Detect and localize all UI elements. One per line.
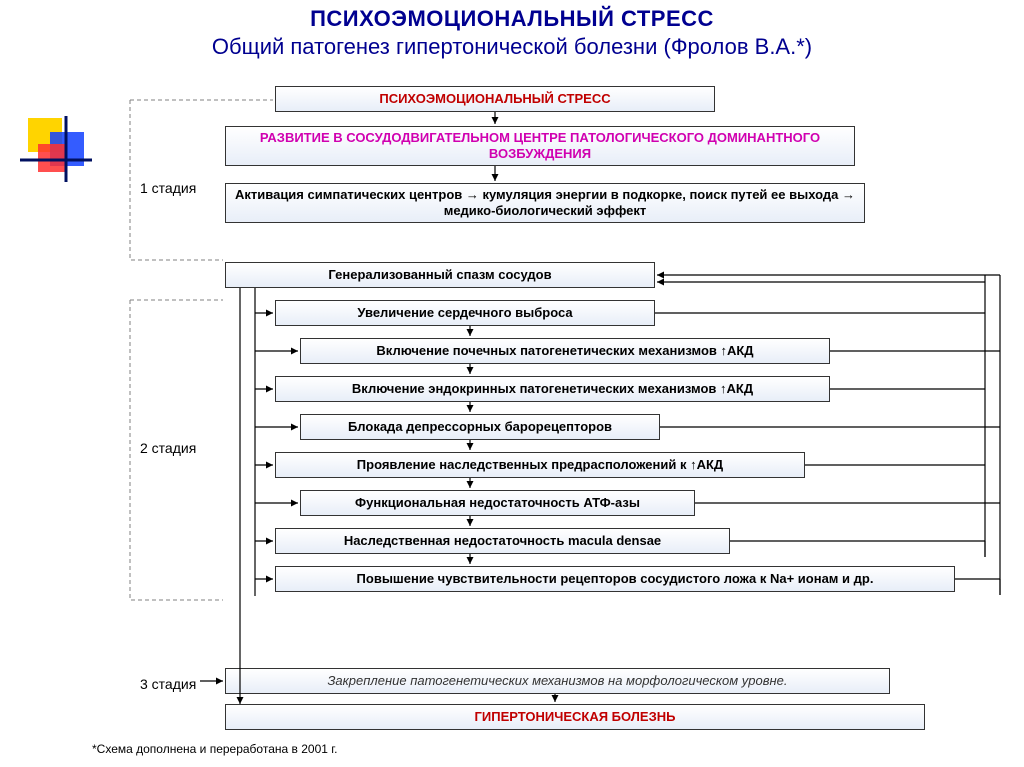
box-heredity: Проявление наследственных предрасположен…	[275, 452, 805, 478]
box-spasm: Генерализованный спазм сосудов	[225, 262, 655, 288]
decorative-logo	[20, 110, 100, 190]
box-cardiac: Увеличение сердечного выброса	[275, 300, 655, 326]
box-sodium: Повышение чувствительности рецепторов со…	[275, 566, 955, 592]
box-baroreceptor: Блокада депрессорных барорецепторов	[300, 414, 660, 440]
box-dominant: РАЗВИТИЕ В СОСУДОДВИГАТЕЛЬНОМ ЦЕНТРЕ ПАТ…	[225, 126, 855, 166]
box-morpho: Закрепление патогенетических механизмов …	[225, 668, 890, 694]
box-activation: Активация симпатических центров → кумуля…	[225, 183, 865, 223]
box-stress-top: ПСИХОЭМОЦИОНАЛЬНЫЙ СТРЕСС	[275, 86, 715, 112]
title-block: ПСИХОЭМОЦИОНАЛЬНЫЙ СТРЕСС Общий патогене…	[0, 0, 1024, 60]
stage-2-label: 2 стадия	[140, 440, 196, 456]
box-hypertension: ГИПЕРТОНИЧЕСКАЯ БОЛЕЗНЬ	[225, 704, 925, 730]
box-renal: Включение почечных патогенетических меха…	[300, 338, 830, 364]
stage-3-label: 3 стадия	[140, 676, 196, 692]
title-main: ПСИХОЭМОЦИОНАЛЬНЫЙ СТРЕСС	[0, 6, 1024, 32]
footnote: *Схема дополнена и переработана в 2001 г…	[92, 742, 338, 756]
box-atpase: Функциональная недостаточность АТФ-азы	[300, 490, 695, 516]
box-endocrine: Включение эндокринных патогенетических м…	[275, 376, 830, 402]
stage-1-label: 1 стадия	[140, 180, 196, 196]
box-macula: Наследственная недостаточность macula de…	[275, 528, 730, 554]
title-sub: Общий патогенез гипертонической болезни …	[0, 34, 1024, 60]
